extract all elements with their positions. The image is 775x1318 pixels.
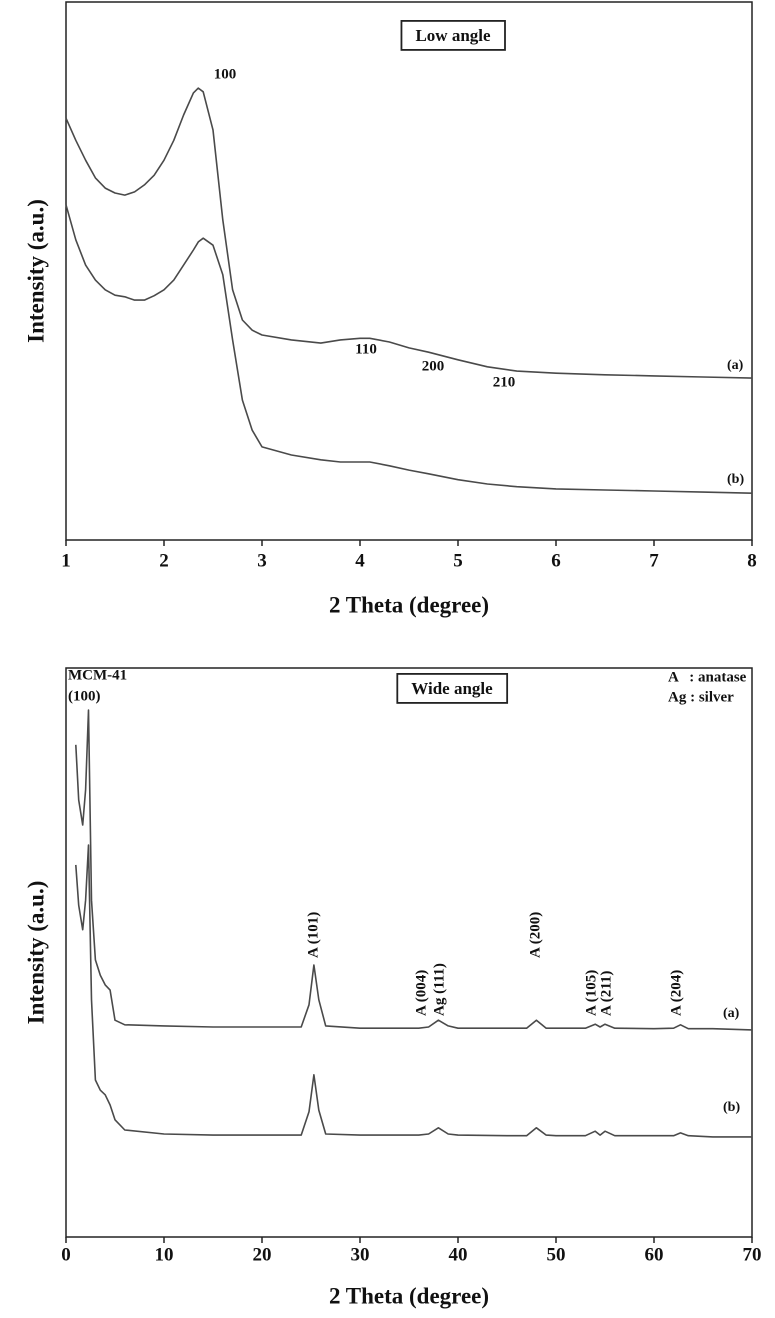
panel-label: Low angle: [415, 26, 491, 45]
annotation: MCM-41: [68, 667, 127, 683]
y-axis-title: Intensity (a.u.): [23, 199, 48, 343]
legend-entry: A : anatase: [668, 669, 747, 685]
annotation: A (200): [527, 912, 543, 958]
legend-entry: Ag : silver: [668, 689, 734, 705]
plot-frame: [65, 1, 753, 541]
annotation: 200: [422, 358, 445, 374]
x-axis-title: 2 Theta (degree): [329, 592, 489, 617]
series-line: [75, 709, 753, 1031]
x-axis-title: 2 Theta (degree): [329, 1283, 489, 1308]
x-tick-label: 50: [547, 1244, 566, 1265]
annotation: A (204): [668, 970, 684, 1016]
x-tick-label: 0: [61, 1244, 71, 1265]
panel-label: Wide angle: [411, 679, 493, 698]
annotation: A (004): [413, 970, 429, 1016]
x-tick-label: 2: [159, 550, 169, 571]
annotation: A (105): [583, 970, 599, 1016]
plot-frame: [65, 667, 753, 1238]
series-line: [65, 204, 753, 494]
x-tick-label: 5: [453, 550, 463, 571]
series-label: (a): [727, 358, 744, 373]
x-tick-label: 3: [257, 550, 267, 571]
x-tick-label: 30: [351, 1244, 370, 1265]
series-label: (b): [727, 472, 744, 487]
x-tick-label: 8: [747, 550, 757, 571]
series-line: [75, 844, 752, 1138]
series-label: (b): [723, 1100, 740, 1115]
annotation: A (101): [305, 912, 321, 958]
annotation: (100): [68, 688, 101, 704]
x-tick-label: 60: [645, 1244, 664, 1265]
x-tick-label: 1: [61, 550, 71, 571]
x-tick-label: 10: [155, 1244, 174, 1265]
annotation: Ag (111): [431, 963, 447, 1016]
x-tick-label: 20: [253, 1244, 272, 1265]
x-tick-label: 4: [355, 550, 365, 571]
annotation: 210: [493, 374, 516, 390]
y-axis-title: Intensity (a.u.): [23, 881, 48, 1025]
x-tick-label: 7: [649, 550, 659, 571]
panel-label-box: [400, 20, 506, 51]
annotation: 110: [355, 341, 377, 357]
panel-label-box: [396, 673, 509, 704]
x-tick-label: 40: [449, 1244, 468, 1265]
x-tick-label: 6: [551, 550, 561, 571]
series-line: [65, 87, 753, 379]
series-label: (a): [723, 1006, 740, 1021]
x-tick-label: 70: [743, 1244, 762, 1265]
annotation: 100: [214, 66, 237, 82]
annotation: A (211): [598, 971, 614, 1016]
